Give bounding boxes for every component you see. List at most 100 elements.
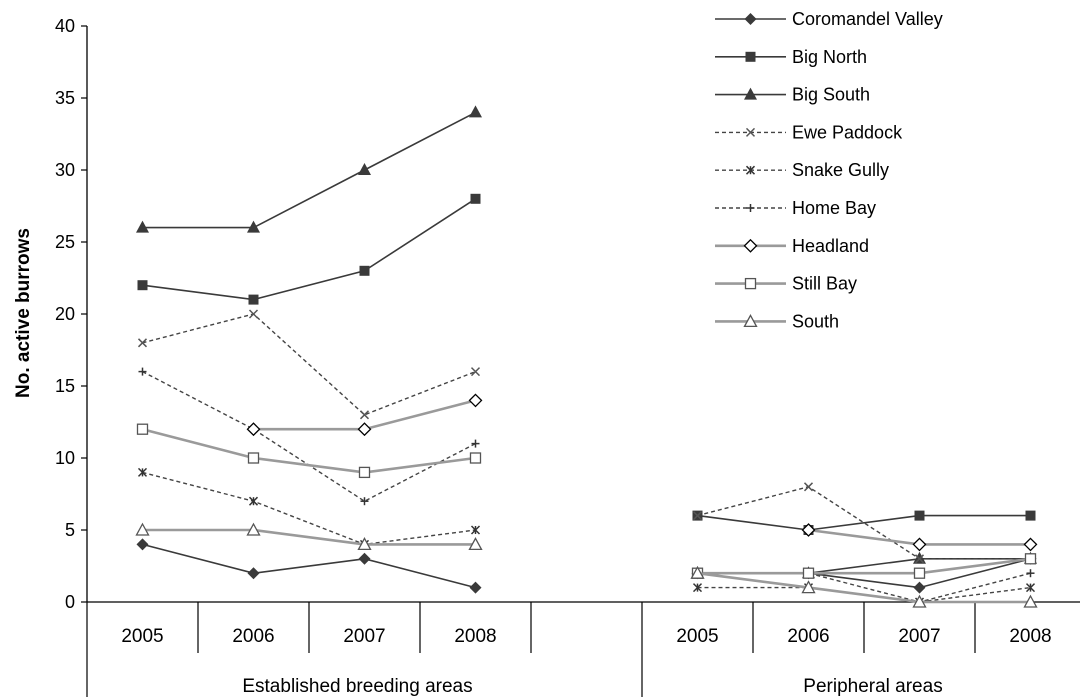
legend-item: Ewe Paddock: [715, 122, 903, 142]
legend-label: Snake Gully: [792, 160, 889, 180]
data-point: [803, 482, 814, 492]
data-point: [248, 496, 259, 506]
data-point: [468, 537, 483, 551]
data-point: [470, 193, 481, 204]
series-line: [697, 557, 1031, 575]
data-point: [745, 51, 756, 62]
series-line: [142, 198, 476, 301]
x-tick-label: 2005: [121, 626, 163, 647]
series-line: [142, 313, 476, 416]
series-headland: [246, 393, 1038, 552]
data-point: [743, 238, 758, 253]
legend-item: South: [715, 311, 839, 331]
data-point: [359, 410, 370, 420]
series-still-bay: [136, 423, 1037, 579]
series-line: [142, 528, 476, 546]
y-axis-label: No. active burrows: [13, 228, 34, 398]
series-line: [697, 486, 1031, 560]
y-tick-label: 20: [55, 304, 75, 324]
data-point: [744, 277, 757, 290]
data-point: [138, 367, 147, 376]
x-marker-stroke: [692, 511, 703, 521]
data-point: [469, 581, 482, 594]
data-point: [744, 87, 757, 100]
data-point: [469, 452, 482, 464]
series-line: [142, 427, 476, 474]
data-point: [692, 583, 703, 593]
data-point: [914, 510, 925, 521]
data-point: [359, 265, 370, 276]
data-point: [468, 393, 483, 408]
group-label: Peripheral areas: [803, 676, 942, 697]
legend-item: Headland: [715, 236, 869, 256]
x-tick-label: 2005: [676, 626, 718, 647]
legend-item: Big South: [715, 85, 870, 105]
legend-item: Big North: [715, 47, 867, 67]
x-marker-stroke: [248, 309, 259, 319]
x-tick-label: 2007: [898, 626, 940, 647]
y-tick-label: 15: [55, 376, 75, 396]
data-point: [801, 523, 816, 537]
legend-item: Still Bay: [715, 274, 857, 294]
data-point: [690, 565, 705, 579]
data-point: [357, 422, 372, 437]
y-tick-label: 40: [55, 16, 75, 36]
series-big-north: [137, 193, 1036, 535]
data-point: [135, 522, 150, 536]
data-point: [746, 204, 755, 212]
legend-item: Home Bay: [715, 198, 876, 218]
y-tick-label: 10: [55, 448, 75, 468]
data-point: [692, 511, 703, 521]
x-tick-label: 2007: [343, 626, 385, 647]
y-tick-label: 30: [55, 160, 75, 180]
x-marker-stroke: [359, 410, 370, 420]
data-point: [1023, 594, 1038, 608]
data-point: [247, 452, 260, 464]
x-tick-label: 2006: [232, 626, 274, 647]
data-point: [745, 127, 756, 137]
series-line: [142, 471, 476, 546]
legend-label: Big South: [792, 85, 870, 105]
x-marker-stroke: [470, 367, 481, 377]
series-line: [697, 514, 1031, 531]
legend-label: South: [792, 311, 839, 331]
legend-label: Home Bay: [792, 198, 876, 218]
data-point: [137, 280, 148, 291]
x-marker-stroke: [745, 127, 756, 137]
data-point: [912, 537, 927, 552]
x-tick-label: 2006: [787, 626, 829, 647]
data-point: [247, 220, 260, 233]
x-tick-label: 2008: [454, 626, 496, 647]
data-point: [136, 423, 149, 435]
data-point: [743, 314, 758, 328]
series-line: [142, 543, 476, 589]
x-marker-stroke: [803, 482, 814, 492]
data-point: [1025, 583, 1036, 593]
data-point: [744, 13, 757, 25]
data-point: [913, 581, 926, 594]
y-tick-label: 25: [55, 232, 75, 252]
data-point: [246, 422, 261, 437]
data-point: [137, 467, 148, 477]
data-point: [801, 580, 816, 594]
data-point: [914, 554, 925, 564]
data-point: [912, 594, 927, 608]
data-point: [471, 439, 480, 448]
y-tick-label: 0: [65, 592, 75, 612]
y-tick-label: 35: [55, 88, 75, 108]
legend-label: Coromandel Valley: [792, 9, 943, 29]
data-point: [248, 309, 259, 319]
series-layer: [135, 105, 1038, 608]
data-point: [358, 163, 371, 175]
series-ewe-paddock: [137, 309, 1036, 564]
x-tick-label: 2008: [1009, 626, 1051, 647]
series-line: [142, 111, 476, 229]
data-point: [248, 294, 259, 305]
data-point: [136, 220, 149, 233]
data-point: [913, 567, 926, 579]
data-point: [802, 567, 815, 579]
data-point: [469, 105, 482, 118]
legend-label: Big North: [792, 47, 867, 67]
legend-item: Coromandel Valley: [715, 9, 943, 29]
series-line: [697, 572, 1031, 603]
